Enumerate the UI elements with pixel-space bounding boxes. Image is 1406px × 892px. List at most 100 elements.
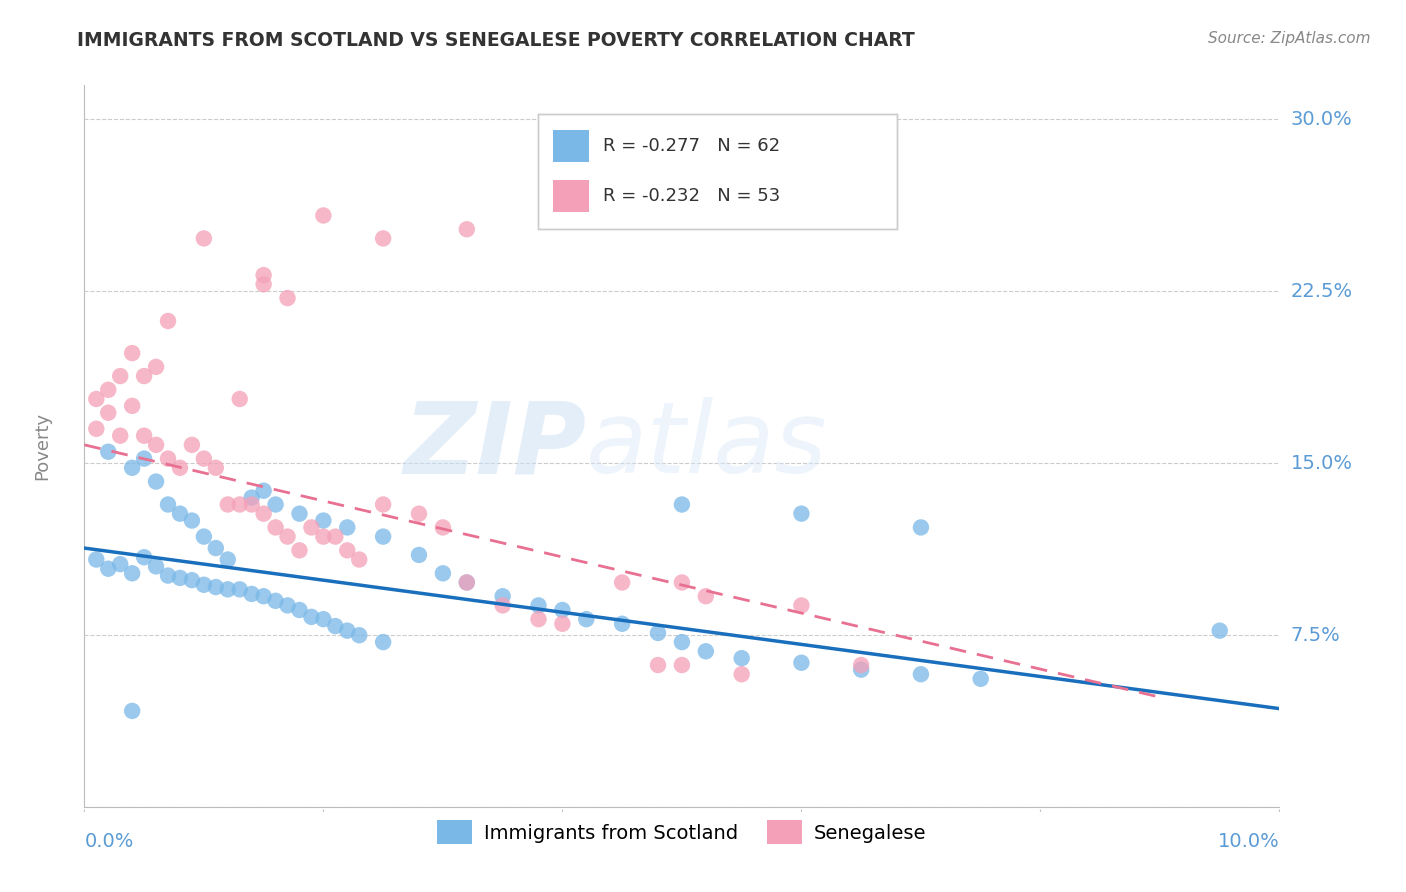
Point xyxy=(551,603,574,617)
Point xyxy=(671,575,693,590)
Text: 10.0%: 10.0% xyxy=(1218,832,1279,851)
Point xyxy=(157,498,180,512)
Point xyxy=(910,520,932,534)
Point xyxy=(253,277,276,292)
Text: IMMIGRANTS FROM SCOTLAND VS SENEGALESE POVERTY CORRELATION CHART: IMMIGRANTS FROM SCOTLAND VS SENEGALESE P… xyxy=(77,31,915,50)
Point xyxy=(288,603,311,617)
Point xyxy=(228,392,252,406)
Text: 30.0%: 30.0% xyxy=(1291,110,1353,128)
Point xyxy=(851,658,873,673)
Point xyxy=(851,663,873,677)
Text: ZIP: ZIP xyxy=(404,398,586,494)
Point xyxy=(193,530,215,544)
Text: Source: ZipAtlas.com: Source: ZipAtlas.com xyxy=(1208,31,1371,46)
Point xyxy=(288,507,311,521)
Point xyxy=(492,599,515,613)
Point xyxy=(193,578,215,592)
Point xyxy=(349,552,371,566)
Point xyxy=(228,582,252,597)
Point xyxy=(612,616,634,631)
Point xyxy=(217,498,239,512)
Point xyxy=(157,451,180,466)
Point xyxy=(110,369,132,384)
Point xyxy=(181,573,204,587)
Point xyxy=(790,656,813,670)
Point xyxy=(264,594,287,608)
Point xyxy=(264,520,287,534)
Point xyxy=(456,222,478,236)
Point xyxy=(731,667,754,681)
Point xyxy=(181,514,204,528)
Text: 22.5%: 22.5% xyxy=(1291,282,1353,301)
Point xyxy=(336,520,359,534)
Point xyxy=(145,438,167,452)
Point xyxy=(110,557,132,571)
Point xyxy=(145,359,167,374)
Point xyxy=(253,268,276,282)
Point xyxy=(312,530,335,544)
Point xyxy=(312,612,335,626)
Point xyxy=(647,658,669,673)
Point xyxy=(288,543,311,558)
Point xyxy=(205,460,228,475)
Text: 15.0%: 15.0% xyxy=(1291,454,1353,473)
Point xyxy=(277,530,299,544)
Point xyxy=(910,667,932,681)
Point xyxy=(1209,624,1232,638)
Point xyxy=(157,568,180,582)
Text: Poverty: Poverty xyxy=(34,412,52,480)
Point xyxy=(169,507,191,521)
Point xyxy=(253,589,276,603)
Point xyxy=(145,475,167,489)
Point xyxy=(695,589,717,603)
Point xyxy=(132,369,156,384)
Point xyxy=(240,498,263,512)
Point xyxy=(790,507,813,521)
Point xyxy=(312,514,335,528)
Point xyxy=(121,704,143,718)
Point xyxy=(671,635,693,649)
Point xyxy=(575,612,598,626)
Point xyxy=(264,498,287,512)
Point xyxy=(373,498,395,512)
Point xyxy=(336,624,359,638)
Point xyxy=(647,626,669,640)
Point xyxy=(121,346,143,360)
Point xyxy=(790,599,813,613)
Point xyxy=(432,520,454,534)
Point xyxy=(193,231,215,245)
Point xyxy=(121,460,143,475)
Point xyxy=(301,520,323,534)
Point xyxy=(86,422,108,436)
Point xyxy=(336,543,359,558)
Point xyxy=(110,428,132,442)
Text: atlas: atlas xyxy=(586,398,828,494)
Point xyxy=(312,209,335,223)
Point xyxy=(349,628,371,642)
Point xyxy=(217,582,239,597)
Point xyxy=(97,406,120,420)
Point xyxy=(86,392,108,406)
Point xyxy=(301,610,323,624)
Point xyxy=(277,599,299,613)
Legend: Immigrants from Scotland, Senegalese: Immigrants from Scotland, Senegalese xyxy=(430,813,934,852)
Point xyxy=(169,571,191,585)
Point xyxy=(551,616,574,631)
Point xyxy=(193,451,215,466)
Point xyxy=(132,451,156,466)
Point xyxy=(408,548,430,562)
Point xyxy=(240,587,263,601)
Point xyxy=(157,314,180,328)
Point xyxy=(169,460,191,475)
Point xyxy=(217,552,239,566)
Point xyxy=(240,491,263,505)
Point xyxy=(695,644,717,658)
Point xyxy=(121,566,143,581)
Point xyxy=(325,619,347,633)
Point xyxy=(205,580,228,594)
Point xyxy=(612,575,634,590)
Point xyxy=(527,599,550,613)
Point xyxy=(432,566,454,581)
Point xyxy=(181,438,204,452)
Point xyxy=(527,612,550,626)
